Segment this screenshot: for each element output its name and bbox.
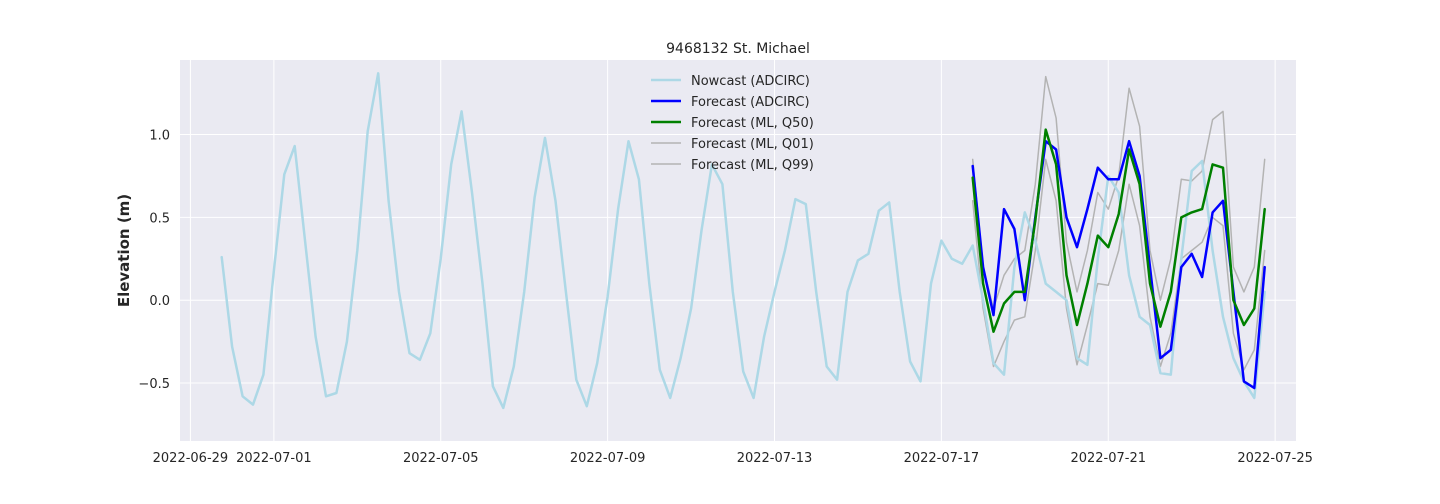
series-line-3 — [971, 158, 1266, 371]
series-line-1 — [971, 139, 1266, 390]
y-tick-label: 0.0 — [149, 294, 170, 309]
x-tick-label: 2022-06-29 — [153, 451, 229, 466]
series-line-2 — [971, 128, 1266, 333]
x-tick-label: 2022-07-17 — [904, 451, 980, 466]
y-tick-label: 1.0 — [149, 129, 170, 144]
x-tick-label: 2022-07-09 — [570, 451, 646, 466]
legend-label: Forecast (ML, Q50) — [691, 116, 814, 131]
x-tick-label: 2022-07-01 — [236, 451, 312, 466]
plot-area — [180, 60, 1296, 441]
legend-item: Forecast (ML, Q99) — [651, 158, 814, 173]
series-lines — [220, 72, 1266, 410]
legend: Nowcast (ADCIRC) Forecast (ADCIRC) Forecas… — [651, 74, 814, 173]
legend-label: Forecast (ML, Q01) — [691, 137, 814, 152]
x-tick-label: 2022-07-21 — [1070, 451, 1146, 466]
series-line-0 — [220, 72, 1266, 410]
legend-label: Forecast (ML, Q99) — [691, 158, 814, 173]
y-tick-label: 0.5 — [149, 211, 170, 226]
x-tick-labels: 2022-06-29 2022-07-01 2022-07-05 2022-07-09… — [153, 451, 1313, 466]
chart-title: 9468132 St. Michael — [666, 41, 810, 57]
legend-item: Forecast (ML, Q50) — [651, 116, 814, 131]
x-tick-label: 2022-07-13 — [737, 451, 813, 466]
gridlines — [180, 60, 1296, 441]
x-tick-label: 2022-07-05 — [403, 451, 479, 466]
y-tick-label: −0.5 — [138, 377, 170, 392]
legend-item: Nowcast (ADCIRC) — [651, 74, 810, 89]
legend-item: Forecast (ML, Q01) — [651, 137, 814, 152]
y-tick-labels: −0.5 0.0 0.5 1.0 — [138, 129, 170, 392]
legend-label: Nowcast (ADCIRC) — [691, 74, 810, 89]
y-axis-label: Elevation (m) — [115, 194, 133, 307]
legend-item: Forecast (ADCIRC) — [651, 95, 810, 110]
legend-label: Forecast (ADCIRC) — [691, 95, 810, 110]
x-tick-label: 2022-07-25 — [1237, 451, 1313, 466]
